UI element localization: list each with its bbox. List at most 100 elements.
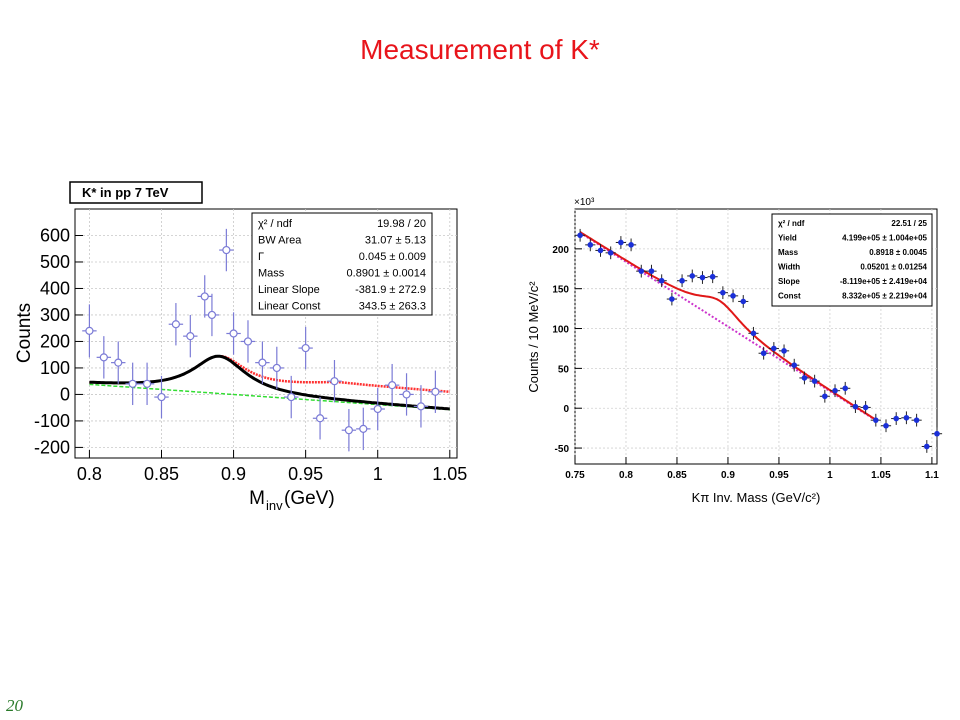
left-stats-value: -381.9 ± 272.9 — [355, 284, 426, 296]
right-stats-label: Slope — [778, 277, 800, 286]
left-stats-value: 19.98 / 20 — [377, 218, 426, 230]
left-stats-label: Γ — [258, 251, 264, 263]
left-y-tick-label: -100 — [34, 411, 70, 431]
left-x-tick-label: 0.85 — [144, 464, 179, 484]
right-data-point — [801, 375, 808, 381]
right-data-point — [852, 403, 859, 410]
left-data-point — [301, 343, 310, 353]
right-x-tick-label: 1 — [827, 470, 833, 481]
right-data-point — [597, 247, 604, 254]
right-data-point — [709, 273, 716, 280]
left-data-point — [330, 377, 339, 386]
left-plot-frame — [74, 208, 458, 459]
right-data-point — [638, 268, 645, 274]
right-x-tick-label: 0.85 — [667, 470, 687, 481]
right-data-point — [924, 443, 930, 450]
left-data-point — [207, 310, 217, 320]
left-y-tick-label: 0 — [60, 384, 70, 404]
left-data-point — [142, 379, 152, 388]
right-data-point — [903, 414, 910, 421]
right-x-tick-label: 0.75 — [565, 470, 585, 481]
left-data-point — [114, 358, 123, 367]
page-number: 20 — [6, 696, 23, 715]
left-data-point — [287, 392, 296, 402]
left-y-tick-label: 100 — [40, 358, 70, 378]
left-x-tick-label: 0.95 — [288, 464, 323, 484]
left-y-tick-label: 300 — [40, 305, 70, 325]
right-data-point — [587, 242, 594, 248]
left-data-point — [315, 414, 325, 423]
left-data-point — [85, 326, 94, 335]
right-x-tick-label: 1.1 — [925, 470, 939, 481]
right-data-point — [862, 404, 869, 411]
right-data-point — [842, 385, 849, 392]
slide-title: Measurement of K* — [360, 34, 600, 65]
left-x-axis-label-unit: (GeV) — [284, 488, 335, 509]
right-data-point — [832, 387, 838, 394]
left-chart-title-box — [69, 181, 203, 204]
right-x-tick-label: 0.95 — [769, 470, 789, 481]
left-data-point — [229, 329, 238, 338]
left-chart: K* in pp 7 TeV 0.8 0.85 0.9 0.95 1 1.05 -200 -1… — [14, 181, 467, 513]
left-stats-value: 343.5 ± 263.3 — [359, 301, 426, 313]
right-data-point — [934, 430, 940, 437]
right-data-point — [607, 250, 614, 256]
right-stats-value: -8.119e+05 ± 2.419e+04 — [840, 277, 928, 286]
left-stats-value: 0.8901 ± 0.0014 — [347, 268, 426, 280]
right-data-point — [750, 330, 757, 337]
right-plot-frame — [574, 208, 938, 465]
right-y-tick-label: 150 — [552, 285, 569, 296]
right-data-point — [679, 277, 685, 284]
right-stats-label: Yield — [778, 234, 797, 243]
left-y-tick-label: 500 — [40, 252, 70, 272]
right-data-point — [873, 417, 879, 423]
left-data-point — [373, 404, 382, 414]
left-stats-label: BW Area — [258, 235, 302, 247]
right-x-tick-label: 0.9 — [721, 470, 735, 481]
left-x-axis-label-sub: inv — [266, 498, 283, 513]
right-stats-box — [771, 213, 933, 307]
right-data-point — [730, 293, 736, 299]
right-x-tick-label: 0.8 — [619, 470, 633, 481]
right-y-tick-label: 0 — [563, 404, 569, 415]
left-x-tick-label: 1.05 — [432, 464, 467, 484]
left-stats-label: Mass — [258, 268, 285, 280]
left-y-tick-label: 400 — [40, 278, 70, 298]
left-x-tick-label: 1 — [373, 464, 383, 484]
left-x-tick-label: 0.8 — [77, 464, 102, 484]
left-stats-value: 31.07 ± 5.13 — [365, 235, 426, 247]
right-data-point — [577, 232, 583, 239]
left-data-point — [222, 245, 231, 255]
right-data-point — [628, 242, 634, 248]
right-data-point — [893, 415, 900, 422]
left-data-point — [402, 390, 411, 399]
left-data-point — [359, 424, 368, 433]
right-y-multiplier: ×10³ — [574, 197, 595, 208]
right-y-tick-label: 200 — [552, 245, 569, 256]
left-stats-label: Linear Slope — [258, 284, 320, 296]
right-x-tick-label: 1.05 — [871, 470, 891, 481]
right-data-point — [822, 393, 828, 400]
right-data-point — [781, 348, 787, 354]
right-data-point — [883, 422, 889, 429]
right-stats-value: 0.8918 ± 0.0045 — [869, 248, 927, 257]
right-data-point — [791, 362, 798, 368]
right-stats-label: Const — [778, 292, 801, 301]
right-data-point — [658, 277, 665, 284]
left-chart-title: K* in pp 7 TeV — [82, 185, 169, 200]
right-data-point — [740, 298, 747, 305]
left-data-point — [186, 332, 195, 341]
right-chart: 0.75 0.8 0.85 0.9 0.95 1 1.05 1.1 -50 0 50 100 150 20… — [526, 197, 943, 505]
left-data-point — [171, 320, 181, 329]
right-data-point — [771, 345, 777, 352]
left-data-point — [272, 363, 281, 373]
left-x-axis-label: M — [249, 488, 265, 509]
right-y-tick-label: -50 — [555, 444, 570, 455]
left-stats-value: 0.045 ± 0.009 — [359, 251, 426, 263]
left-data-point — [388, 381, 397, 390]
right-data-point — [913, 417, 920, 423]
right-data-point — [648, 268, 655, 274]
right-stats-value: 0.05201 ± 0.01254 — [860, 263, 927, 272]
right-stats-label: Width — [778, 263, 800, 272]
left-data-point — [243, 337, 253, 346]
